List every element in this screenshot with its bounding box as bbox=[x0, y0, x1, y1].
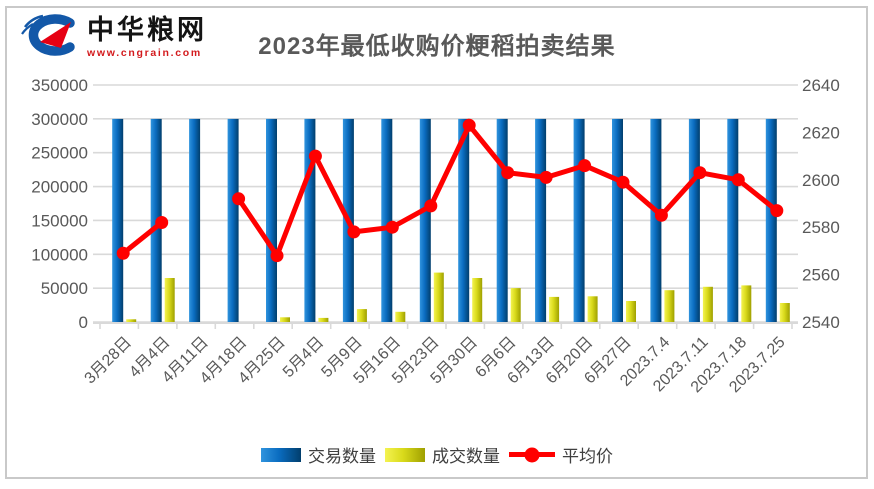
chart-legend: 交易数量 成交数量 平均价 bbox=[0, 442, 874, 467]
legend-label-deal-quantity: 成交数量 bbox=[432, 447, 500, 466]
bar-trade-quantity bbox=[573, 118, 585, 323]
bar-trade-quantity bbox=[419, 118, 431, 323]
legend-item-deal-quantity: 成交数量 bbox=[385, 442, 500, 467]
average-price-point bbox=[462, 118, 476, 132]
blue-bar-swatch-icon bbox=[261, 447, 301, 462]
auction-combo-chart: 0 50000 100000 150000 200000 250000 300000 3500… bbox=[31, 76, 840, 396]
left-axis-tick-label: 150000 bbox=[31, 211, 88, 230]
bar-trade-quantity bbox=[535, 118, 547, 323]
average-price-point bbox=[693, 166, 707, 180]
average-price-point bbox=[770, 204, 784, 218]
bar-trade-quantity bbox=[496, 118, 508, 323]
logo-text-block: 中华粮网 www.cngrain.com bbox=[87, 15, 207, 59]
yellow-bar-swatch-icon bbox=[385, 447, 425, 462]
average-price-point bbox=[539, 170, 553, 184]
bar-deal-quantity bbox=[626, 301, 636, 322]
average-price-point bbox=[385, 220, 399, 234]
bar-trade-quantity bbox=[688, 118, 700, 323]
bar-deal-quantity bbox=[664, 290, 675, 322]
left-axis-tick-label: 200000 bbox=[31, 178, 88, 197]
bar-deal-quantity bbox=[395, 311, 406, 322]
average-price-point bbox=[616, 175, 630, 189]
x-axis-labels: 3月28日4月4日4月11日4月18日4月25日5月4日5月9日5月16日5月2… bbox=[81, 334, 788, 396]
right-axis-tick-label: 2580 bbox=[802, 218, 840, 237]
right-axis-tick-label: 2560 bbox=[802, 266, 840, 285]
average-price-point bbox=[731, 173, 745, 187]
average-price-point bbox=[308, 149, 322, 163]
x-axis-category-label: 3月28日 bbox=[81, 334, 135, 388]
average-price-point bbox=[424, 199, 438, 213]
right-axis-labels: 2540 2560 2580 2600 2620 2640 bbox=[802, 76, 840, 332]
bar-trade-quantity bbox=[381, 118, 393, 323]
legend-label-trade-quantity: 交易数量 bbox=[308, 447, 376, 466]
bar-trade-quantity bbox=[189, 118, 201, 323]
average-price-point bbox=[654, 208, 668, 222]
bar-deal-quantity bbox=[779, 303, 790, 322]
average-price-point bbox=[232, 192, 246, 206]
red-line-swatch-icon bbox=[509, 447, 555, 462]
right-axis-tick-label: 2620 bbox=[802, 123, 840, 142]
bar-trade-quantity bbox=[458, 118, 470, 323]
right-axis-tick-label: 2640 bbox=[802, 76, 840, 95]
left-axis-tick-label: 50000 bbox=[41, 279, 88, 298]
bar-deal-quantity bbox=[587, 296, 598, 322]
right-axis-tick-label: 2600 bbox=[802, 171, 840, 190]
bar-deal-quantity bbox=[356, 309, 367, 322]
average-price-point bbox=[501, 166, 515, 180]
average-price-points bbox=[116, 118, 784, 263]
bar-trade-quantity bbox=[112, 118, 124, 323]
bar-deal-quantity bbox=[549, 296, 560, 322]
legend-item-average-price: 平均价 bbox=[509, 442, 613, 467]
average-price-point bbox=[347, 225, 361, 239]
left-axis-tick-label: 100000 bbox=[31, 245, 88, 264]
site-url: www.cngrain.com bbox=[87, 46, 202, 59]
left-axis-tick-label: 300000 bbox=[31, 110, 88, 129]
average-price-point bbox=[155, 216, 169, 229]
deal-volume-bars bbox=[126, 272, 790, 322]
left-axis-labels: 0 50000 100000 150000 200000 250000 300000 3500… bbox=[31, 76, 88, 332]
bar-trade-quantity bbox=[266, 118, 277, 323]
legend-label-average-price: 平均价 bbox=[562, 447, 613, 466]
left-axis-tick-label: 350000 bbox=[31, 76, 88, 95]
average-price-point bbox=[578, 159, 592, 173]
bar-deal-quantity bbox=[472, 278, 483, 322]
chart-title: 2023年最低收购价粳稻拍卖结果 bbox=[258, 33, 616, 60]
bar-trade-quantity bbox=[612, 118, 623, 323]
bar-trade-quantity bbox=[650, 118, 662, 323]
cngrain-logo-icon bbox=[20, 12, 80, 63]
average-price-point bbox=[270, 249, 284, 263]
bar-deal-quantity bbox=[280, 317, 290, 322]
legend-item-trade-quantity: 交易数量 bbox=[261, 442, 376, 467]
bar-trade-quantity bbox=[727, 118, 739, 323]
left-axis-tick-label: 250000 bbox=[31, 144, 88, 163]
bar-trade-quantity bbox=[227, 118, 239, 323]
average-price-line bbox=[120, 122, 780, 259]
bar-deal-quantity bbox=[318, 317, 329, 322]
bar-deal-quantity bbox=[126, 319, 137, 322]
left-axis-tick-label: 0 bbox=[79, 313, 88, 332]
bar-deal-quantity bbox=[510, 288, 521, 322]
right-axis-tick-label: 2540 bbox=[802, 313, 840, 332]
x-axis-ticks bbox=[99, 323, 793, 329]
bar-deal-quantity bbox=[702, 286, 713, 322]
cngrain-logo: 中华粮网 www.cngrain.com bbox=[20, 12, 207, 63]
bar-deal-quantity bbox=[164, 278, 175, 322]
bar-trade-quantity bbox=[304, 118, 316, 323]
bar-trade-quantity bbox=[765, 118, 777, 323]
bar-deal-quantity bbox=[741, 285, 752, 322]
average-price-point bbox=[116, 246, 130, 260]
bar-deal-quantity bbox=[433, 272, 444, 322]
x-axis-category-label: 5月4日 bbox=[280, 334, 327, 381]
site-name: 中华粮网 bbox=[87, 15, 207, 46]
